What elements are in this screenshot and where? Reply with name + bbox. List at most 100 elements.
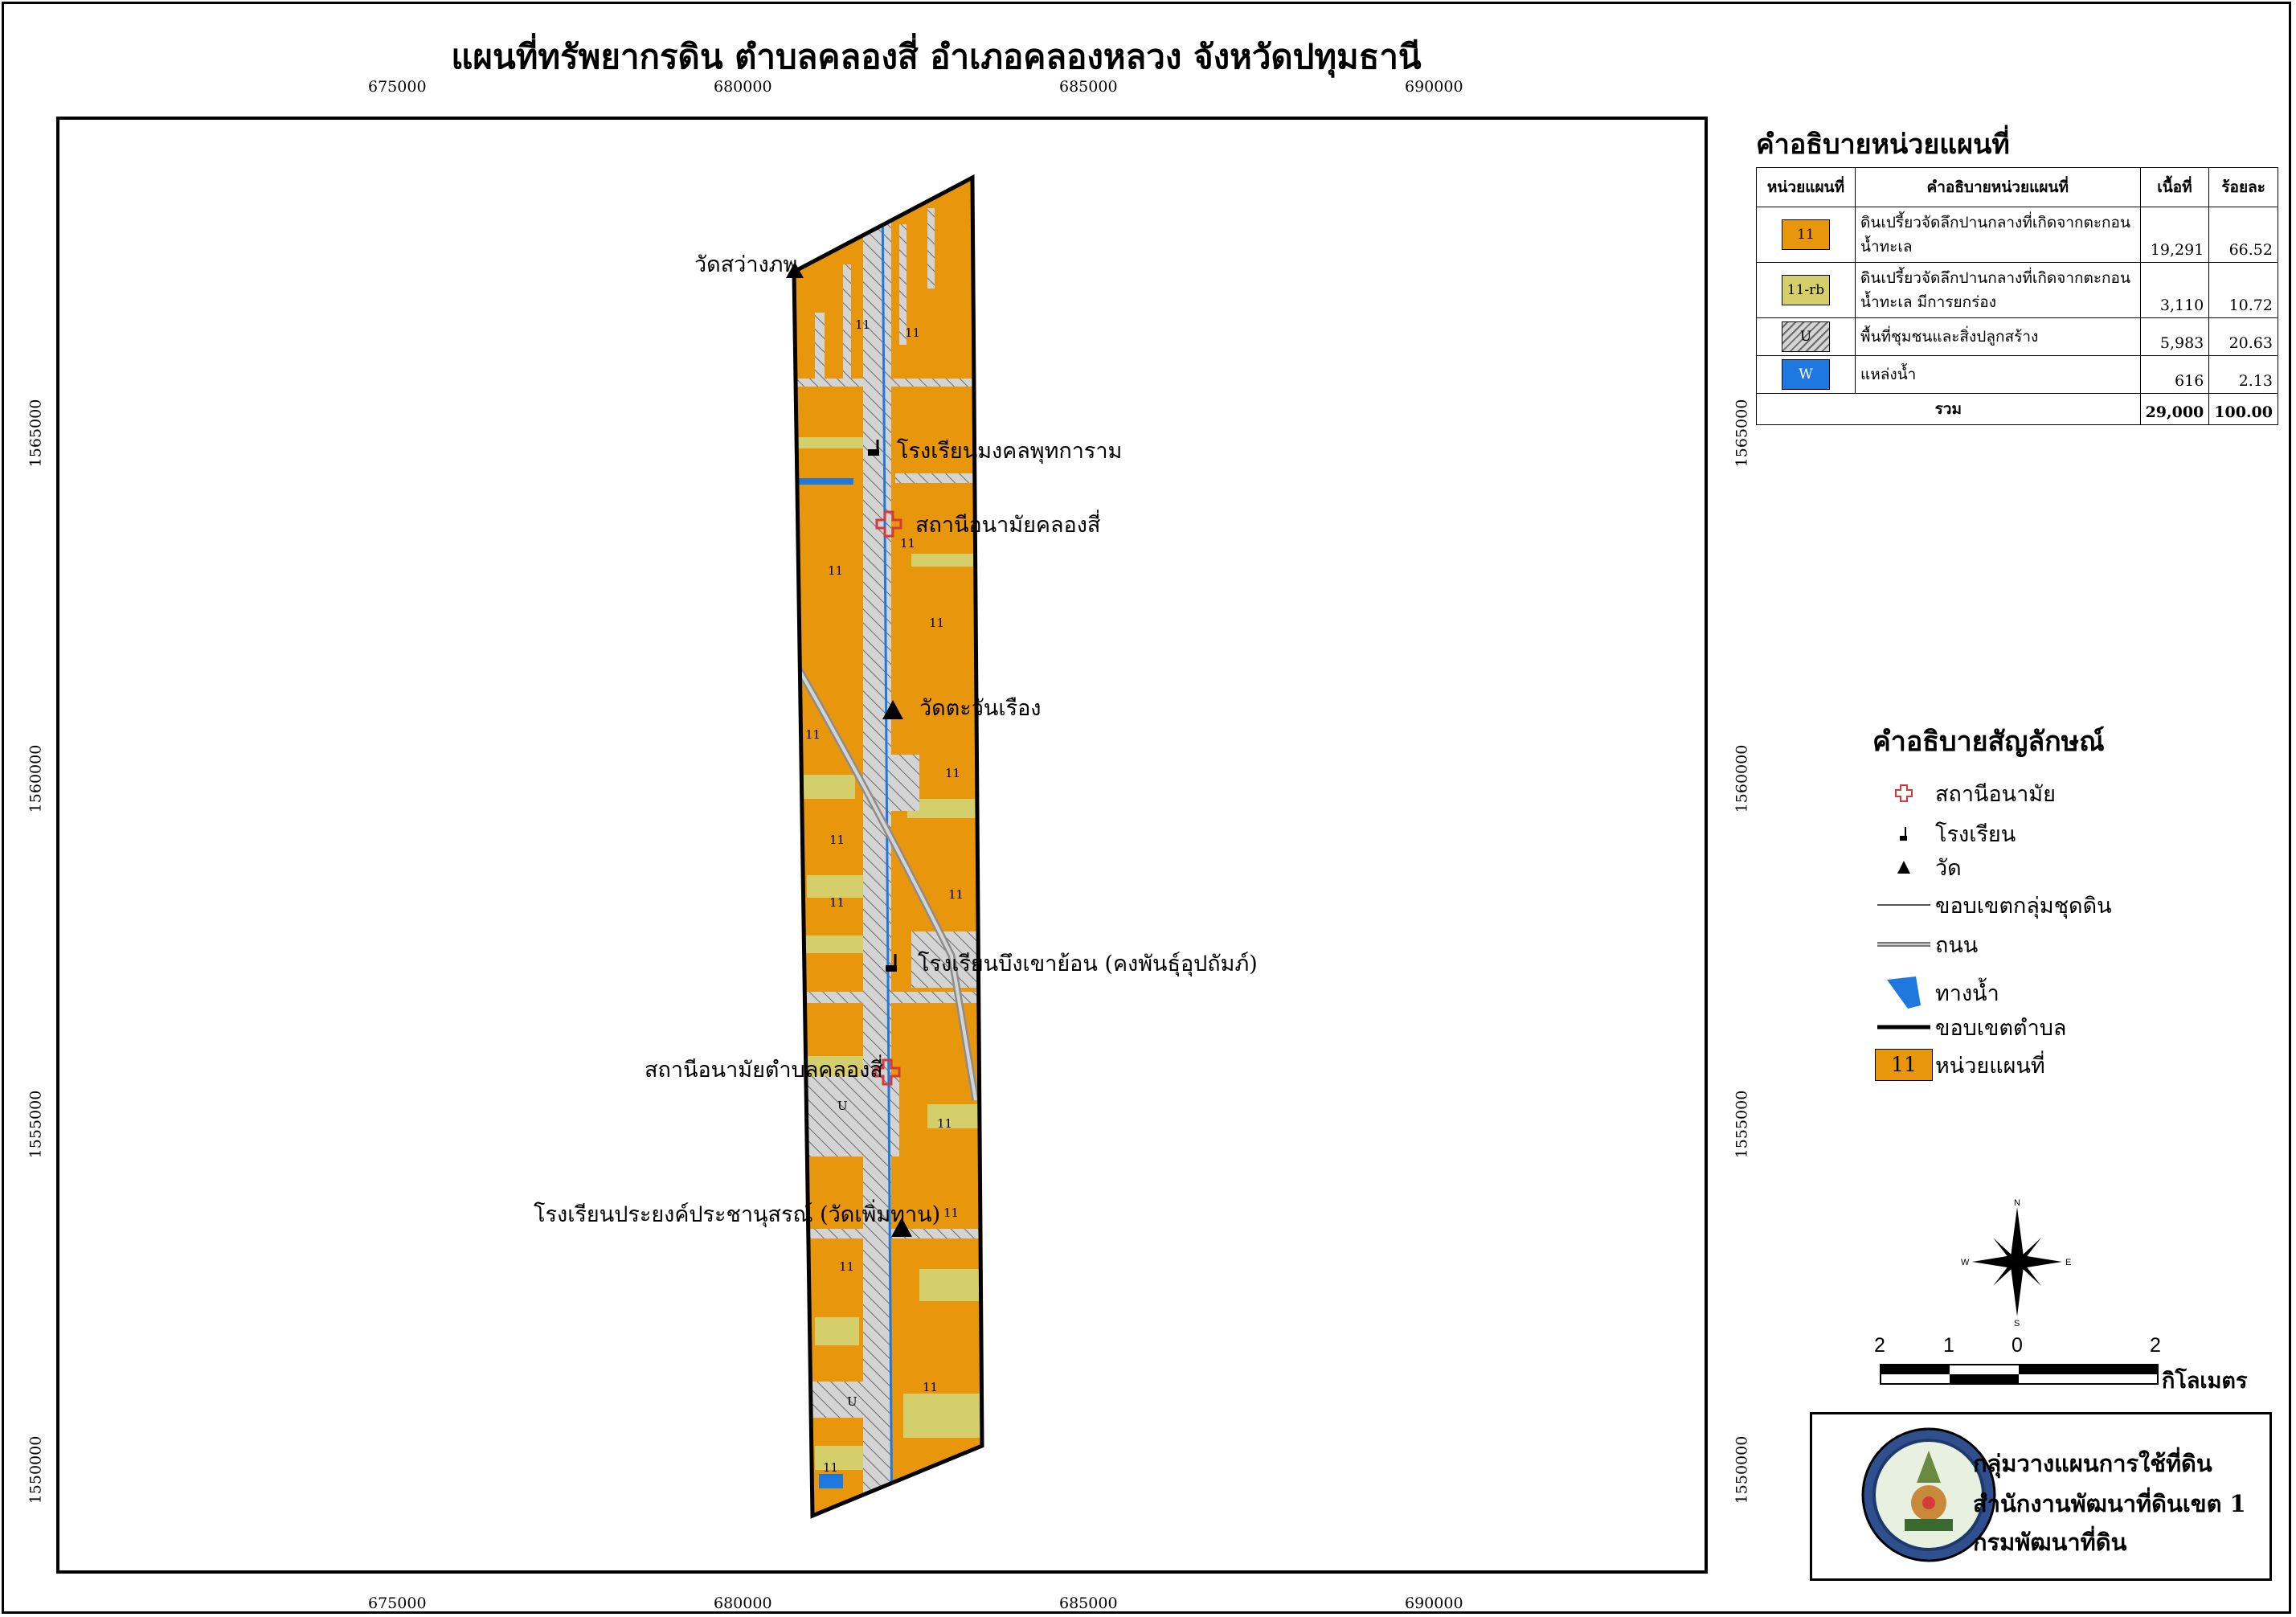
map-unit-label: 11	[905, 325, 921, 340]
legend-percent: 66.52	[2208, 207, 2278, 263]
x-tick-bottom: 680000	[714, 1594, 772, 1612]
soil-unit-u-area	[803, 1229, 982, 1238]
temple-triangle-icon	[786, 262, 804, 278]
map-unit-label: 11	[828, 563, 844, 578]
map-unit-swatch-icon: 11	[1875, 1049, 1933, 1081]
west-label: W	[1961, 1258, 1970, 1267]
legend-symbol-row: ถนน	[1872, 928, 1978, 960]
department-seal-icon	[1861, 1427, 1996, 1562]
soil-unit-11rb-area	[911, 554, 976, 567]
scale-label: 1	[1943, 1334, 1954, 1357]
soil-unit-u-area	[797, 379, 974, 387]
unit-w-swatch: W	[1782, 359, 1830, 390]
map-unit-label: 11	[839, 1259, 855, 1274]
scale-label: 2	[2150, 1334, 2161, 1357]
waterway-icon	[1872, 975, 1935, 1010]
legend-symbol-label: โรงเรียน	[1935, 821, 2016, 847]
legend-total-label: รวม	[1756, 393, 2141, 425]
unit-11-swatch: 11	[1782, 219, 1830, 250]
legend-symbol-row: ขอบเขตตำบล	[1872, 1011, 2066, 1043]
legend-symbol-row: ขอบเขตกลุ่มชุดดิน	[1872, 889, 2112, 921]
x-tick-top: 680000	[714, 78, 772, 96]
place-label-school-bueng: โรงเรียนบึงเขาย้อน (คงพันธุ์อุปถัมภ์)	[918, 952, 1258, 976]
place-label-school-mongkol: โรงเรียนมงคลพุทการาม	[897, 439, 1123, 464]
y-tick-right: 1550000	[1733, 1435, 1751, 1504]
legend-area: 19,291	[2139, 207, 2210, 263]
map-unit-label: 11	[937, 1116, 953, 1131]
place-label-health-station-2: สถานีอนามัยตำบลคลองสี่	[645, 1058, 883, 1083]
legend-total-area: 29,000	[2139, 393, 2210, 425]
soil-boundary-line-icon	[1872, 901, 1935, 909]
legend-row: 11-rb ดินเปรี้ยวจัดลึกปานกลางที่เกิดจากต…	[1756, 262, 2278, 318]
legend-symbol-row: สถานีอนามัย	[1872, 777, 2056, 809]
y-tick-left: 1565000	[27, 399, 45, 468]
legend-desc: แหล่งน้ำ	[1855, 355, 2141, 394]
north-arrow-icon: N S W E	[1961, 1198, 2071, 1326]
agency-line-1: กลุ่มวางแผนการใช้ที่ดิน	[1973, 1450, 2212, 1477]
x-tick-bottom: 675000	[368, 1594, 427, 1612]
map-unit-label: 11	[855, 317, 871, 332]
legend-symbol-label: ขอบเขตตำบล	[1935, 1015, 2067, 1041]
canal-line	[881, 183, 894, 1516]
map-unit-label: 11	[805, 727, 821, 742]
place-label-wat-sawang: วัดสว่างภพ	[694, 252, 798, 277]
legend-header: ร้อยละ	[2208, 167, 2278, 207]
legend-row: W แหล่งน้ำ 616 2.13	[1756, 355, 2278, 394]
soil-unit-w-area	[819, 1474, 843, 1488]
map-unit-label: U	[847, 1394, 857, 1409]
map-unit-label: 11	[929, 616, 945, 630]
place-label-school-prasong: โรงเรียนประยงค์ประชานุสรณ์ (วัดเพิ่มทาน)	[534, 1202, 941, 1227]
north-label: N	[2014, 1198, 2020, 1208]
soil-unit-11rb-area	[919, 1269, 982, 1301]
legend-percent: 10.72	[2208, 262, 2278, 318]
place-label-health-station-1: สถานีอนามัยคลองสี่	[915, 513, 1101, 538]
legend-symbol-row: วัด	[1872, 851, 1962, 883]
x-tick-top: 690000	[1405, 78, 1463, 96]
soil-unit-11rb-area	[815, 1446, 863, 1470]
map-frame[interactable]: 11 11 11 11 11 11 11 11 11 11 U 11 11 11…	[56, 117, 1708, 1574]
soil-map-canvas	[786, 174, 984, 1519]
map-unit-label: 11	[945, 766, 961, 780]
temple-triangle-icon	[882, 700, 903, 719]
map-title: แผนที่ทรัพยากรดิน ตำบลคลองสี่ อำเภอคลองห…	[451, 37, 1422, 76]
soil-unit-11rb-area	[799, 775, 855, 799]
map-unit-label: 11	[900, 536, 916, 551]
temple-triangle-icon	[891, 1218, 912, 1237]
legend-total-row: รวม 29,000 100.00	[1756, 393, 2278, 425]
legend-total-percent: 100.00	[2208, 393, 2278, 425]
south-label: S	[2014, 1319, 2020, 1326]
agency-line-2: สำนักงานพัฒนาที่ดินเขต 1	[1973, 1490, 2246, 1517]
scale-unit: กิโลเมตร	[2162, 1369, 2248, 1394]
legend-symbol-label: ทางน้ำ	[1935, 980, 1999, 1006]
legend-row: U พื้นที่ชุมชนและสิ่งปลูกสร้าง 5,983 20.…	[1756, 317, 2278, 356]
legend-symbol-label: ขอบเขตกลุ่มชุดดิน	[1935, 893, 2112, 919]
soil-unit-u-area	[811, 1382, 875, 1418]
health-station-cross-icon	[875, 510, 902, 538]
map-unit-label: 11	[948, 887, 964, 902]
soil-unit-u-area	[895, 473, 976, 483]
legend-symbol-row: ทางน้ำ	[1872, 976, 1999, 1009]
legend-units-title: คำอธิบายหน่วยแผนที่	[1756, 129, 2010, 161]
legend-desc: น้ำทะเล มีการยกร่อง	[1860, 293, 1996, 311]
legend-header: คำอธิบายหน่วยแผนที่	[1855, 167, 2141, 207]
legend-area: 5,983	[2139, 317, 2210, 356]
legend-header: หน่วยแผนที่	[1756, 167, 1856, 207]
agency-line-3: กรมพัฒนาที่ดิน	[1973, 1529, 2127, 1556]
map-unit-label: 11	[943, 1206, 960, 1220]
soil-unit-u-area	[803, 1076, 899, 1156]
soil-unit-u-area	[927, 208, 935, 289]
unit-u-swatch: U	[1782, 321, 1830, 352]
y-tick-left: 1550000	[27, 1435, 45, 1504]
legend-symbol-label: สถานีอนามัย	[1935, 781, 2056, 807]
legend-percent: 20.63	[2208, 317, 2278, 356]
x-tick-bottom: 690000	[1405, 1594, 1463, 1612]
legend-symbol-label: ถนน	[1935, 932, 1979, 958]
health-station-cross-icon	[874, 1058, 901, 1086]
soil-unit-11rb-area	[799, 935, 867, 953]
legend-symbols-title: คำอธิบายสัญลักษณ์	[1872, 726, 2105, 758]
unit-11rb-swatch: 11-rb	[1782, 275, 1830, 305]
map-unit-label: 11	[923, 1380, 939, 1394]
subdistrict-boundary-icon	[1872, 1023, 1935, 1031]
y-tick-right: 1560000	[1733, 744, 1751, 813]
soil-unit-w-area	[797, 478, 853, 485]
